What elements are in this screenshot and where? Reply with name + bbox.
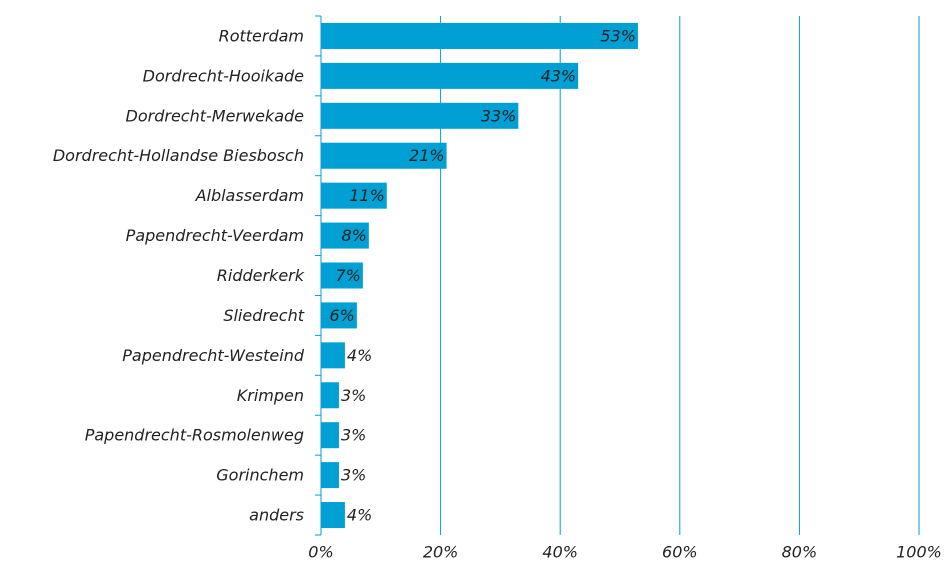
x-tick-label: 40%	[542, 543, 578, 562]
bar	[321, 502, 345, 529]
x-tick-label: 0%	[308, 543, 333, 562]
bar	[321, 342, 345, 369]
y-tick-label: Dordrecht-Hooikade	[143, 66, 305, 85]
x-tick-label: 20%	[423, 543, 459, 562]
data-label: 3%	[341, 386, 366, 405]
data-label: 53%	[600, 26, 636, 45]
x-tick-label: 80%	[782, 543, 818, 562]
data-label: 3%	[341, 426, 366, 445]
bar	[321, 262, 363, 289]
data-label: 4%	[347, 346, 372, 365]
bar	[321, 422, 339, 449]
data-label: 6%	[329, 306, 354, 325]
data-label: 7%	[335, 266, 360, 285]
data-label: 11%	[349, 186, 385, 205]
bar	[321, 462, 339, 489]
y-tick-label: Sliedrecht	[223, 306, 304, 325]
data-label: 21%	[409, 146, 445, 165]
y-tick-label: Ridderkerk	[217, 266, 305, 285]
bar	[321, 182, 387, 209]
bar	[321, 222, 369, 249]
bar	[321, 142, 447, 169]
x-tick-label: 100%	[896, 543, 942, 562]
y-tick-label: Alblasserdam	[195, 186, 304, 205]
y-tick-label: Papendrecht-Westeind	[122, 346, 305, 365]
data-label: 33%	[481, 106, 517, 125]
data-label: 3%	[341, 466, 366, 485]
y-tick-label: Gorinchem	[216, 466, 304, 485]
data-label: 4%	[347, 506, 372, 525]
y-tick-label: Krimpen	[237, 386, 304, 405]
x-tick-label: 60%	[662, 543, 698, 562]
y-tick-label: Papendrecht-Rosmolenweg	[85, 426, 304, 445]
data-label: 43%	[541, 66, 577, 85]
y-tick-label: anders	[249, 506, 304, 525]
bar	[321, 302, 357, 329]
y-tick-label: Dordrecht-Hollandse Biesbosch	[53, 146, 304, 165]
bar	[321, 102, 519, 129]
y-tick-label: Papendrecht-Veerdam	[126, 226, 304, 245]
y-tick-label: Dordrecht-Merwekade	[126, 106, 305, 125]
bar	[321, 22, 638, 49]
data-label: 8%	[341, 226, 366, 245]
bar	[321, 382, 339, 409]
bar	[321, 62, 579, 89]
y-tick-label: Rotterdam	[219, 26, 304, 45]
